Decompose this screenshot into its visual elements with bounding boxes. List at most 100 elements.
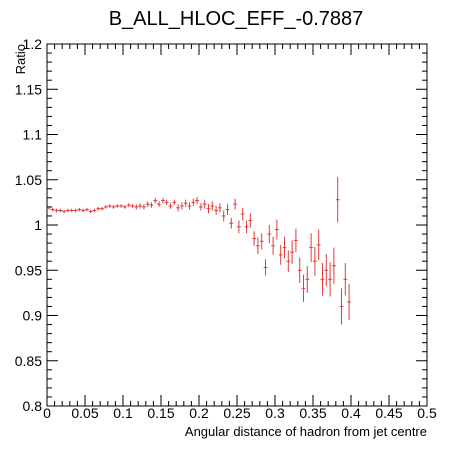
data-point (107, 204, 112, 208)
data-point (164, 199, 169, 206)
data-point (233, 198, 237, 210)
data-point (324, 253, 329, 287)
data-point (202, 199, 207, 209)
data-point (172, 199, 177, 206)
data-point (130, 204, 135, 208)
data-point (123, 205, 127, 209)
y-tick-label: 0.85 (15, 353, 42, 369)
x-axis: 0 0.05 0.1 0.15 0.2 0.25 0.3 0.35 0.4 0.45 0.5 (43, 44, 437, 421)
data-point (275, 219, 279, 240)
data-point (85, 207, 89, 212)
y-tick-label: 0.9 (23, 308, 43, 324)
plot-frame (46, 43, 428, 407)
x-tick-label: 0.2 (189, 405, 209, 421)
data-point (339, 288, 344, 325)
x-tick-label: 0.3 (265, 405, 285, 421)
data-point (332, 247, 336, 284)
data-point (73, 208, 78, 213)
data-point (271, 236, 275, 255)
data-point (278, 244, 283, 265)
data-point (210, 201, 215, 211)
data-point (301, 274, 306, 302)
data-point (305, 265, 310, 293)
data-point (176, 204, 180, 212)
data-point (88, 209, 93, 214)
x-tick-label: 0.4 (341, 405, 361, 421)
data-point (316, 229, 321, 261)
x-axis-label: Angular distance of hadron from jet cent… (185, 424, 427, 439)
data-point (256, 237, 260, 254)
data-point (104, 205, 108, 209)
x-tick-label: 0.1 (113, 405, 133, 421)
data-point (168, 203, 173, 209)
data-point (81, 208, 85, 213)
data-point (180, 202, 184, 210)
data-point (294, 228, 298, 253)
x-tick-label: 0.35 (299, 405, 326, 421)
data-point (149, 202, 154, 208)
data-point (153, 197, 158, 204)
x-tick-label: 0.5 (417, 405, 437, 421)
data-point (161, 197, 165, 204)
data-point (47, 205, 51, 210)
data-point (263, 259, 268, 276)
y-tick-label: 1 (34, 217, 42, 233)
data-point (191, 198, 196, 206)
y-tick-label: 1.2 (23, 36, 43, 52)
data-point (77, 207, 82, 212)
data-point (343, 263, 348, 296)
data-point (347, 283, 351, 321)
x-tick-label: 0 (43, 405, 51, 421)
data-point (214, 205, 218, 216)
data-point (240, 207, 245, 221)
data-point (58, 208, 63, 213)
data-point (69, 208, 74, 213)
data-point (244, 220, 249, 234)
data-point (328, 262, 332, 297)
data-point (92, 208, 97, 213)
data-point (54, 208, 59, 213)
x-tick-label: 0.15 (147, 405, 174, 421)
data-point (62, 209, 66, 214)
data-point (66, 208, 70, 213)
data-point (229, 217, 234, 229)
x-tick-label: 0.45 (375, 405, 402, 421)
data-point (309, 233, 313, 263)
data-point (335, 177, 340, 223)
data-point (237, 220, 241, 234)
data-points (47, 177, 351, 325)
y-tick-label: 0.95 (15, 262, 42, 278)
data-point (187, 202, 192, 210)
x-tick-label: 0.05 (71, 405, 98, 421)
data-point (290, 240, 294, 264)
chart-title: B_ALL_HLOC_EFF_-0.7887 (109, 8, 364, 30)
data-point (50, 207, 55, 212)
data-point (252, 231, 256, 246)
data-point (225, 204, 230, 216)
data-point (195, 196, 199, 205)
data-point (282, 236, 287, 259)
data-point (138, 203, 142, 209)
data-point (286, 250, 291, 273)
y-axis: 0.8 0.85 0.9 0.95 1 1.05 1.1 1.15 1.2 (15, 36, 427, 414)
data-point (134, 204, 139, 210)
x-tick-label: 0.25 (223, 405, 250, 421)
data-point (206, 204, 211, 214)
data-point (248, 213, 253, 228)
data-point (96, 206, 101, 211)
data-point (199, 203, 203, 211)
data-point (183, 199, 188, 207)
data-point (142, 204, 146, 210)
data-point (259, 233, 264, 250)
data-point (297, 257, 302, 283)
y-axis-label: Ratio (13, 44, 28, 74)
data-point (221, 210, 226, 222)
y-tick-label: 1.1 (23, 127, 43, 143)
y-tick-label: 0.8 (23, 398, 43, 414)
y-tick-label: 1.05 (15, 172, 42, 188)
data-point (218, 203, 222, 213)
data-point (313, 246, 317, 276)
data-point (119, 204, 123, 208)
data-point (267, 225, 272, 244)
data-point (100, 206, 104, 211)
